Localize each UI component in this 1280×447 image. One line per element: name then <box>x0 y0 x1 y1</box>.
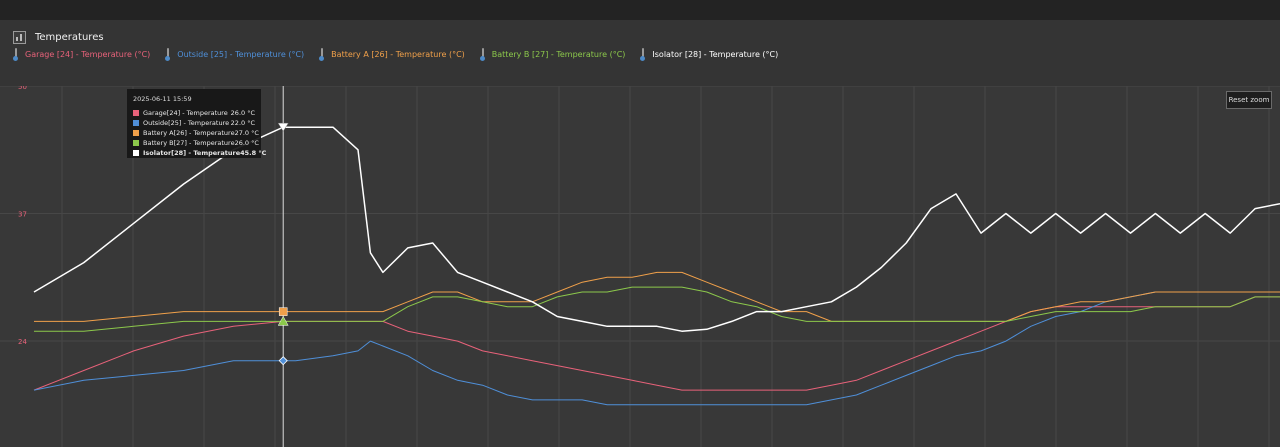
tooltip-row: Garage[24] - Temperature 26.0 °C <box>133 108 255 118</box>
tooltip-row: Outside[25] - Temperature 22.0 °C <box>133 118 255 128</box>
thermometer-icon <box>640 47 646 61</box>
y-tick-label: 50 <box>18 86 27 91</box>
legend-item[interactable]: Battery B [27] - Temperature (°C) <box>479 47 626 61</box>
tooltip-series-value: 45.8 °C <box>240 149 267 157</box>
y-tick-label: 37 <box>18 211 27 219</box>
legend-label: Battery A [26] - Temperature (°C) <box>331 49 465 59</box>
legend-item[interactable]: Garage [24] - Temperature (°C) <box>13 47 150 61</box>
panel-header <box>0 20 1280 86</box>
legend-label: Outside [25] - Temperature (°C) <box>177 49 305 59</box>
panel-title-row: Temperatures <box>13 31 104 44</box>
tooltip-series-value: 27.0 °C <box>234 129 259 137</box>
legend-label: Battery B [27] - Temperature (°C) <box>491 49 626 59</box>
tooltip-swatch <box>133 120 139 126</box>
tooltip-row: Battery B[27] - Temperature 26.0 °C <box>133 138 259 148</box>
series-line <box>34 271 1280 322</box>
series-line <box>33 126 1280 332</box>
tooltip-swatch <box>133 150 139 156</box>
tooltip-series-value: 26.0 °C <box>234 139 259 147</box>
tooltip-series-name: Battery A[26] - Temperature <box>143 129 235 137</box>
tooltip-series-name: Garage[24] - Temperature <box>143 109 228 117</box>
y-tick-label: 24 <box>18 338 27 346</box>
tooltip-series-name: Outside[25] - Temperature <box>143 119 230 127</box>
tooltip-swatch <box>133 110 139 116</box>
reset-zoom-button[interactable]: Reset zoom <box>1226 91 1272 109</box>
data-point-marker <box>277 122 289 132</box>
tooltip-series-name: Battery B[27] - Temperature <box>143 139 235 147</box>
thermometer-icon <box>479 47 486 61</box>
chart-area: 50 37 24 Reset zoom 2025-06-11 15:59 Garag… <box>0 86 1280 447</box>
series-line <box>34 286 1280 332</box>
legend-item[interactable]: Isolator [28] - Temperature (°C) <box>640 47 778 61</box>
thermometer-icon <box>165 47 171 61</box>
thermometer-icon <box>13 47 19 61</box>
tooltip-row: Isolator[28] - Temperature 45.8 °C <box>133 148 266 158</box>
chart-tooltip: 2025-06-11 15:59 Garage[24] - Temperatur… <box>127 89 266 158</box>
legend-label: Isolator [28] - Temperature (°C) <box>652 49 779 59</box>
data-point-marker <box>278 307 288 316</box>
legend-item[interactable]: Outside [25] - Temperature (°C) <box>165 47 304 61</box>
tooltip-swatch <box>133 130 139 136</box>
chart-icon <box>13 31 26 44</box>
tooltip-row: Battery A[26] - Temperature 27.0 °C <box>133 128 259 138</box>
legend-item[interactable]: Battery A [26] - Temperature (°C) <box>319 47 465 61</box>
series-line <box>33 296 1280 391</box>
panel-title: Temperatures <box>35 32 104 43</box>
data-point-marker <box>277 315 289 326</box>
data-point-marker <box>278 356 288 366</box>
thermometer-icon <box>319 47 325 61</box>
series-line <box>33 291 1280 406</box>
tooltip-series-value: 22.0 °C <box>230 119 255 127</box>
tooltip-swatch <box>133 140 139 146</box>
legend-label: Garage [24] - Temperature (°C) <box>25 49 151 59</box>
tooltip-date: 2025-06-11 15:59 <box>133 95 192 103</box>
tooltip-series-name: Isolator[28] - Temperature <box>143 149 241 157</box>
top-bar <box>0 0 1280 20</box>
chart-legend: Garage [24] - Temperature (°C) Outside [2… <box>13 47 793 61</box>
tooltip-series-value: 26.0 °C <box>230 109 255 117</box>
